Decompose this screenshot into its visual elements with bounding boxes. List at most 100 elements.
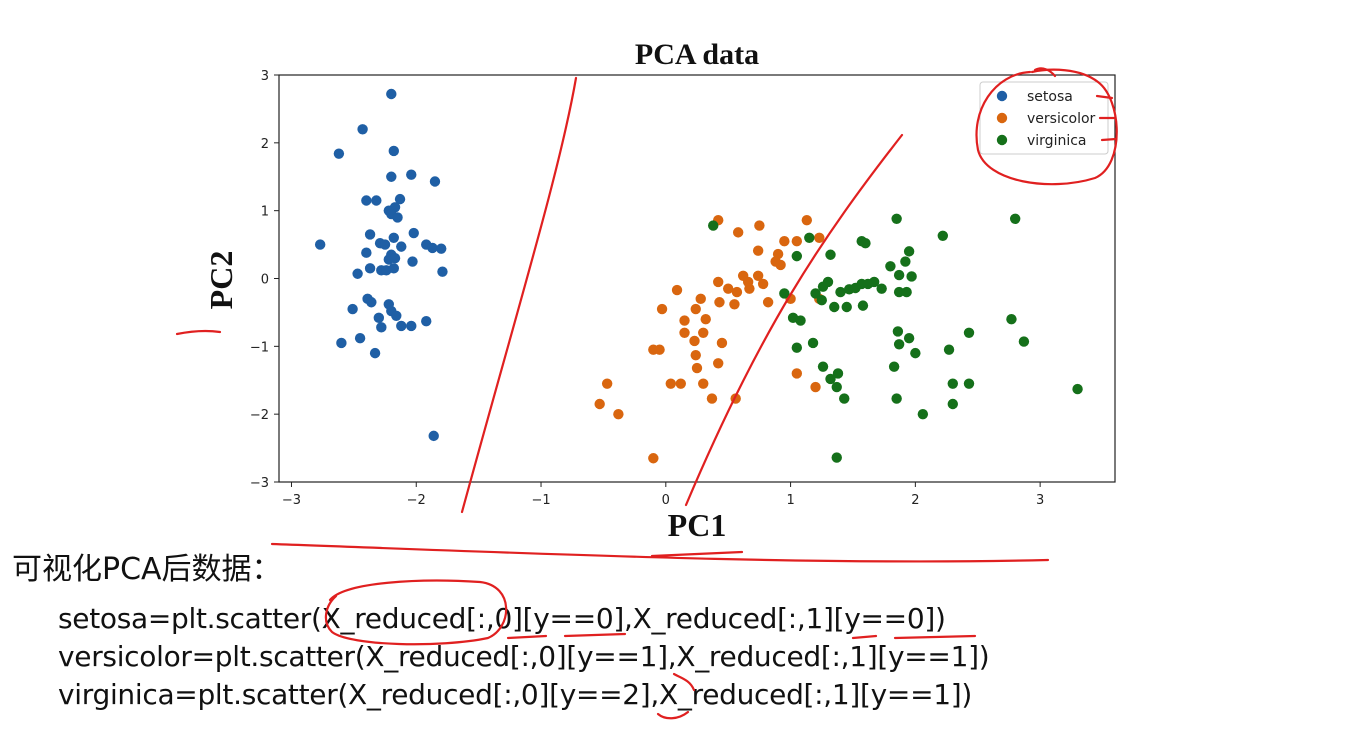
point-versicolor xyxy=(691,362,703,374)
point-virginica xyxy=(963,378,975,389)
point-virginica xyxy=(1009,213,1021,225)
y-tick-label: −3 xyxy=(250,476,269,491)
point-setosa xyxy=(406,320,417,332)
point-versicolor xyxy=(706,393,718,404)
point-virginica xyxy=(906,271,917,282)
point-setosa xyxy=(376,322,387,333)
point-virginica xyxy=(1072,383,1083,395)
point-virginica xyxy=(947,398,958,410)
point-setosa xyxy=(388,232,399,243)
point-setosa xyxy=(357,124,368,135)
point-versicolor xyxy=(779,235,790,247)
point-virginica xyxy=(892,326,904,337)
point-setosa xyxy=(388,263,399,274)
point-setosa xyxy=(389,252,401,264)
point-virginica xyxy=(903,332,915,344)
point-virginica xyxy=(963,327,975,338)
point-versicolor xyxy=(648,453,659,464)
point-setosa xyxy=(314,239,326,250)
x-axis-label: PC1 xyxy=(668,507,727,543)
code-line-virginica: virginica=plt.scatter(X_reduced[:,0][y==… xyxy=(58,678,973,711)
point-versicolor xyxy=(754,220,765,231)
point-versicolor xyxy=(594,398,605,410)
point-versicolor xyxy=(757,278,769,290)
point-versicolor xyxy=(730,393,741,404)
point-virginica xyxy=(943,344,955,355)
point-versicolor xyxy=(791,368,803,379)
point-versicolor xyxy=(752,245,764,256)
point-versicolor xyxy=(713,276,724,288)
point-versicolor xyxy=(714,297,725,308)
x-tick-label: 0 xyxy=(662,493,670,508)
point-virginica xyxy=(857,300,869,311)
point-setosa xyxy=(407,256,418,267)
point-setosa xyxy=(427,242,438,254)
point-virginica xyxy=(885,261,896,272)
point-virginica xyxy=(910,347,921,359)
point-versicolor xyxy=(700,314,711,325)
chart-title: PCA data xyxy=(635,38,759,71)
point-virginica xyxy=(708,220,719,231)
point-versicolor xyxy=(762,297,774,308)
point-virginica xyxy=(816,295,827,306)
point-versicolor xyxy=(713,358,724,369)
point-versicolor xyxy=(716,337,728,349)
x-tick-label: −3 xyxy=(282,493,301,508)
point-versicolor xyxy=(814,232,825,243)
point-versicolor xyxy=(675,378,686,389)
point-versicolor xyxy=(810,381,821,393)
x-tick-label: −2 xyxy=(407,493,426,508)
point-setosa xyxy=(429,176,441,187)
point-setosa xyxy=(396,320,407,332)
point-virginica xyxy=(804,232,815,243)
point-virginica xyxy=(831,381,842,393)
point-versicolor xyxy=(695,293,706,305)
x-tick-label: 2 xyxy=(911,493,919,508)
point-virginica xyxy=(825,249,836,260)
point-virginica xyxy=(891,213,902,225)
point-setosa xyxy=(396,241,407,252)
point-versicolor xyxy=(801,214,813,226)
point-virginica xyxy=(791,342,803,353)
y-tick-label: −1 xyxy=(250,340,269,355)
point-virginica xyxy=(1018,336,1030,347)
x-tick-label: 1 xyxy=(786,493,794,508)
point-setosa xyxy=(347,303,358,315)
x-tick-label: −1 xyxy=(531,493,550,508)
point-virginica xyxy=(891,393,902,404)
y-tick-label: −2 xyxy=(250,408,269,423)
y-tick-label: 1 xyxy=(261,205,269,220)
legend-marker-setosa xyxy=(996,90,1008,102)
point-virginica xyxy=(917,408,929,420)
point-versicolor xyxy=(690,303,701,315)
point-versicolor xyxy=(690,349,701,361)
point-virginica xyxy=(779,288,790,299)
point-virginica xyxy=(831,452,842,463)
point-setosa xyxy=(391,310,402,322)
point-setosa xyxy=(366,297,377,308)
point-virginica xyxy=(888,361,900,372)
point-virginica xyxy=(900,256,911,267)
point-versicolor xyxy=(656,303,668,315)
point-virginica xyxy=(862,278,874,290)
point-virginica xyxy=(893,339,905,350)
point-setosa xyxy=(394,193,406,205)
point-virginica xyxy=(860,238,871,249)
point-setosa xyxy=(386,171,397,182)
point-setosa xyxy=(392,212,403,223)
point-versicolor xyxy=(679,327,690,338)
point-setosa xyxy=(388,145,399,157)
code-line-setosa: setosa=plt.scatter(X_reduced[:,0][y==0],… xyxy=(58,602,946,635)
point-versicolor xyxy=(698,327,709,338)
point-virginica xyxy=(791,250,803,262)
y-tick-label: 2 xyxy=(261,137,269,152)
legend-marker-virginica xyxy=(996,134,1008,146)
point-virginica xyxy=(841,301,852,313)
point-versicolor xyxy=(775,259,786,271)
point-versicolor xyxy=(601,378,613,389)
y-tick-label: 3 xyxy=(261,69,269,84)
point-virginica xyxy=(876,283,887,294)
point-setosa xyxy=(371,195,382,206)
point-setosa xyxy=(364,229,376,240)
point-setosa xyxy=(406,169,417,180)
